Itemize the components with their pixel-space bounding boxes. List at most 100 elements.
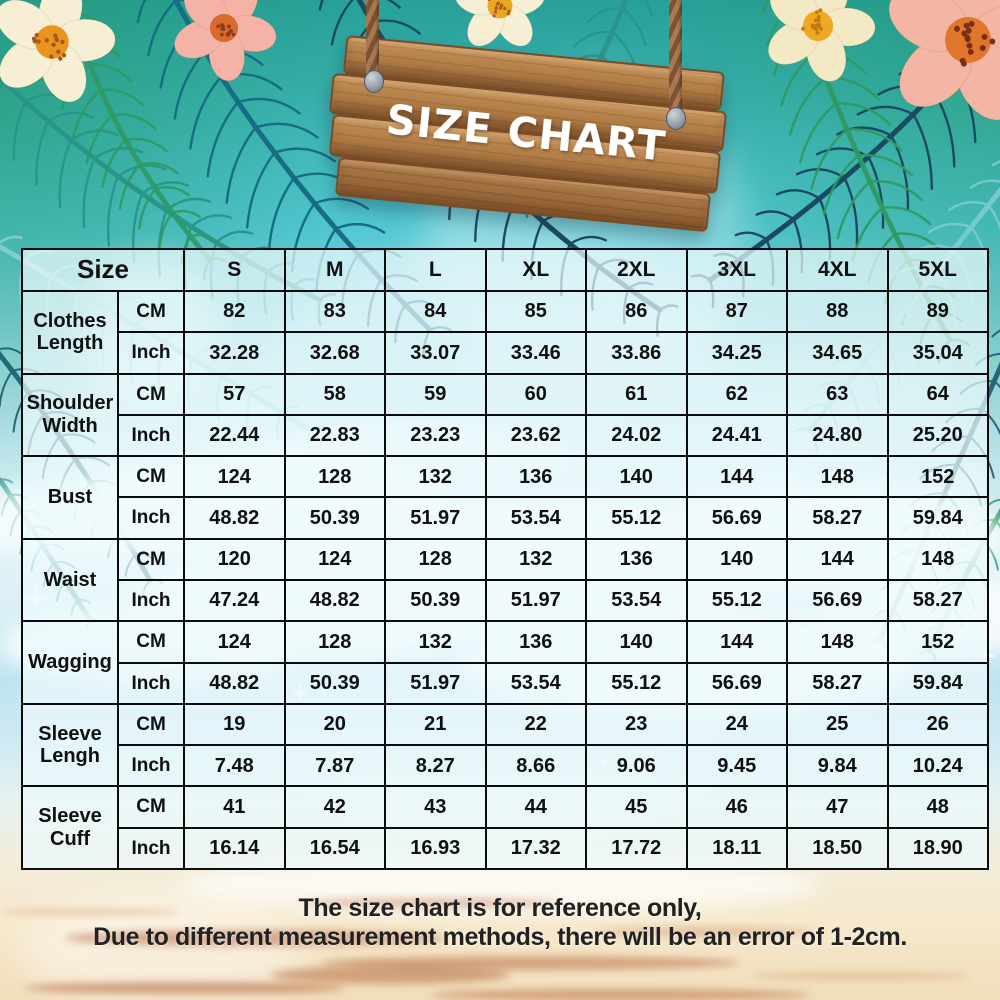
cell-inch-value: 7.48 [184, 745, 285, 786]
cell-inch-value: 50.39 [285, 663, 386, 704]
cell-cm-value: 61 [586, 374, 687, 415]
size-col-xl: XL [486, 249, 587, 291]
cell-cm-value: 128 [385, 539, 486, 580]
measurement-row-cm: Wagging CM 124 128 132 136 140 144 148 152 [22, 621, 988, 662]
cell-inch-value: 25.20 [888, 415, 989, 456]
cell-cm-value: 132 [486, 539, 587, 580]
cell-inch-value: 58.27 [888, 580, 989, 621]
size-col-3xl: 3XL [687, 249, 788, 291]
cell-inch-value: 53.54 [486, 497, 587, 538]
cell-cm-value: 140 [687, 539, 788, 580]
unit-cm-label: CM [118, 786, 184, 827]
cell-inch-value: 55.12 [586, 663, 687, 704]
cell-inch-value: 55.12 [586, 497, 687, 538]
cell-inch-value: 51.97 [385, 663, 486, 704]
cell-inch-value: 51.97 [486, 580, 587, 621]
cell-cm-value: 24 [687, 704, 788, 745]
cell-cm-value: 42 [285, 786, 386, 827]
cell-cm-value: 136 [586, 539, 687, 580]
measurement-row-cm: Bust CM 124 128 132 136 140 144 148 152 [22, 456, 988, 497]
cell-inch-value: 47.24 [184, 580, 285, 621]
footer-line-1: The size chart is for reference only, [0, 894, 1000, 923]
cell-inch-value: 53.54 [586, 580, 687, 621]
cell-cm-value: 23 [586, 704, 687, 745]
cell-cm-value: 152 [888, 456, 989, 497]
cell-cm-value: 43 [385, 786, 486, 827]
cell-cm-value: 124 [184, 456, 285, 497]
nail-icon [666, 107, 686, 130]
size-header-cell: Size [22, 249, 184, 291]
cell-cm-value: 47 [787, 786, 888, 827]
cell-cm-value: 62 [687, 374, 788, 415]
cell-inch-value: 59.84 [888, 663, 989, 704]
cell-cm-value: 59 [385, 374, 486, 415]
size-col-5xl: 5XL [888, 249, 989, 291]
cell-inch-value: 9.84 [787, 745, 888, 786]
measurement-row-cm: Sleeve Lengh CM 19 20 21 22 23 24 25 26 [22, 704, 988, 745]
cell-cm-value: 132 [385, 621, 486, 662]
cell-cm-value: 63 [787, 374, 888, 415]
cell-inch-value: 24.02 [586, 415, 687, 456]
cell-cm-value: 144 [687, 621, 788, 662]
cell-inch-value: 22.83 [285, 415, 386, 456]
cell-inch-value: 17.72 [586, 828, 687, 869]
measurement-row-cm: Sleeve Cuff CM 41 42 43 44 45 46 47 48 [22, 786, 988, 827]
cell-inch-value: 23.23 [385, 415, 486, 456]
unit-inch-label: Inch [118, 415, 184, 456]
cell-inch-value: 18.50 [787, 828, 888, 869]
cell-cm-value: 136 [486, 456, 587, 497]
measurement-row-inch: Inch 48.82 50.39 51.97 53.54 55.12 56.69 58.27 5… [22, 497, 988, 538]
cell-inch-value: 50.39 [285, 497, 386, 538]
cell-inch-value: 35.04 [888, 332, 989, 373]
cell-inch-value: 9.06 [586, 745, 687, 786]
cell-cm-value: 45 [586, 786, 687, 827]
cell-inch-value: 53.54 [486, 663, 587, 704]
size-chart-page: SIZE CHART Size S M L XL 2XL 3XL 4XL 5XL… [0, 0, 1000, 1000]
row-label: Wagging [22, 621, 118, 704]
cell-cm-value: 152 [888, 621, 989, 662]
row-label: Bust [22, 456, 118, 539]
cell-cm-value: 46 [687, 786, 788, 827]
footer-note: The size chart is for reference only, Du… [0, 894, 1000, 952]
cell-inch-value: 18.90 [888, 828, 989, 869]
cell-inch-value: 34.65 [787, 332, 888, 373]
cell-inch-value: 50.39 [385, 580, 486, 621]
size-col-m: M [285, 249, 386, 291]
cell-inch-value: 55.12 [687, 580, 788, 621]
measurement-row-cm: Clothes Length CM 82 83 84 85 86 87 88 89 [22, 291, 988, 332]
unit-inch-label: Inch [118, 497, 184, 538]
cell-cm-value: 120 [184, 539, 285, 580]
measurement-row-inch: Inch 16.14 16.54 16.93 17.32 17.72 18.11 18.50 1… [22, 828, 988, 869]
row-label: Sleeve Cuff [22, 786, 118, 869]
unit-inch-label: Inch [118, 580, 184, 621]
cell-inch-value: 24.80 [787, 415, 888, 456]
cell-cm-value: 58 [285, 374, 386, 415]
cell-inch-value: 48.82 [184, 497, 285, 538]
unit-cm-label: CM [118, 539, 184, 580]
cell-cm-value: 87 [687, 291, 788, 332]
unit-inch-label: Inch [118, 745, 184, 786]
cell-inch-value: 9.45 [687, 745, 788, 786]
row-label: Sleeve Lengh [22, 704, 118, 787]
cell-cm-value: 21 [385, 704, 486, 745]
cell-cm-value: 128 [285, 621, 386, 662]
cell-inch-value: 32.28 [184, 332, 285, 373]
cell-cm-value: 64 [888, 374, 989, 415]
cell-inch-value: 48.82 [184, 663, 285, 704]
cell-cm-value: 60 [486, 374, 587, 415]
cell-cm-value: 48 [888, 786, 989, 827]
cell-cm-value: 44 [486, 786, 587, 827]
measurement-row-inch: Inch 7.48 7.87 8.27 8.66 9.06 9.45 9.84 10.24 [22, 745, 988, 786]
cell-inch-value: 16.14 [184, 828, 285, 869]
cell-inch-value: 32.68 [285, 332, 386, 373]
measurement-row-inch: Inch 32.28 32.68 33.07 33.46 33.86 34.25 34.65 3… [22, 332, 988, 373]
row-label: Waist [22, 539, 118, 622]
cell-cm-value: 136 [486, 621, 587, 662]
cell-inch-value: 10.24 [888, 745, 989, 786]
cell-inch-value: 23.62 [486, 415, 587, 456]
cell-cm-value: 19 [184, 704, 285, 745]
rope-right [669, 0, 682, 122]
measurement-row-cm: Shoulder Width CM 57 58 59 60 61 62 63 64 [22, 374, 988, 415]
cell-cm-value: 82 [184, 291, 285, 332]
unit-cm-label: CM [118, 704, 184, 745]
